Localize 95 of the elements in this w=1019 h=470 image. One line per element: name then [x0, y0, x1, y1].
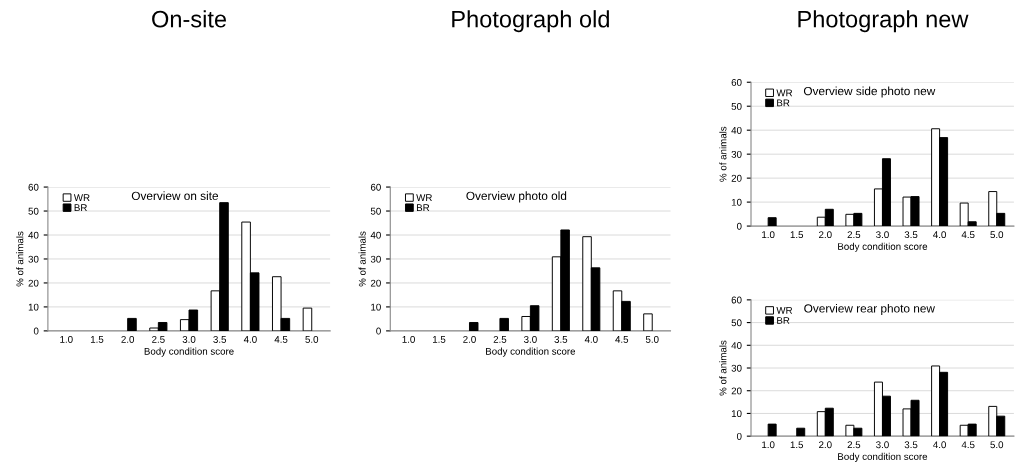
- x-tick-label: 5.0: [990, 231, 1004, 239]
- x-tick-label: 1.5: [433, 336, 446, 343]
- bar: [302, 307, 313, 331]
- y-tick-label: 50: [28, 207, 39, 215]
- y-tick-label: 0: [736, 222, 742, 230]
- y-tick-label: 20: [370, 279, 381, 287]
- x-tick-label: 2.5: [847, 231, 861, 239]
- x-tick-label: 4.0: [584, 336, 598, 343]
- legend-label: WR: [416, 194, 432, 201]
- x-tick-label: 1.0: [402, 336, 415, 343]
- x-tick-label: 1.0: [60, 336, 73, 343]
- y-axis-title: % of animals: [16, 231, 24, 287]
- y-tick-label: 0: [376, 327, 381, 335]
- x-tick-label: 3.5: [904, 441, 918, 449]
- x-tick-label: 4.0: [933, 231, 946, 239]
- legend-label: BR: [74, 204, 87, 212]
- y-tick-label: 40: [731, 126, 742, 134]
- x-axis-title: Body condition score: [838, 242, 928, 252]
- y-tick-label: 40: [731, 342, 742, 349]
- legend-label: BR: [777, 317, 790, 324]
- y-tick-label: 40: [370, 231, 381, 239]
- x-tick-label: 3.0: [876, 441, 889, 449]
- bar: [127, 317, 137, 331]
- chart-subtitle: On-site: [152, 10, 227, 28]
- x-axis-title: Body condition score: [838, 452, 928, 462]
- y-tick-label: 50: [731, 319, 742, 327]
- chart-title: Overview on site: [131, 191, 219, 201]
- y-tick-label: 30: [28, 255, 39, 263]
- x-tick-label: 3.0: [524, 336, 537, 343]
- legend-label: BR: [416, 204, 430, 212]
- y-tick-label: 60: [731, 78, 742, 86]
- legend-label: BR: [777, 99, 790, 107]
- bar: [796, 427, 806, 437]
- y-tick-label: 10: [731, 410, 742, 418]
- chart-title: Overview side photo new: [803, 86, 936, 98]
- bar: [643, 313, 653, 331]
- legend-label: WR: [776, 307, 793, 314]
- bar: [499, 317, 509, 331]
- y-tick-label: 20: [731, 174, 742, 182]
- y-tick-label: 10: [371, 303, 381, 311]
- y-axis-title: % of animals: [719, 340, 727, 396]
- y-tick-label: 60: [731, 296, 742, 304]
- x-tick-label: 4.5: [961, 441, 975, 449]
- x-tick-label: 5.0: [305, 336, 319, 343]
- x-tick-label: 4.5: [615, 336, 629, 343]
- legend-label: WR: [73, 194, 90, 201]
- bar: [767, 423, 777, 437]
- y-axis-title: % of animals: [719, 126, 727, 182]
- x-tick-label: 3.5: [213, 336, 227, 343]
- x-tick-label: 3.0: [182, 336, 196, 343]
- x-tick-label: 2.5: [847, 441, 861, 449]
- y-tick-label: 0: [736, 432, 742, 440]
- x-tick-label: 3.0: [876, 231, 889, 239]
- x-tick-label: 1.5: [90, 336, 104, 343]
- y-tick-label: 10: [731, 198, 742, 206]
- x-tick-label: 2.0: [121, 336, 135, 343]
- legend-label: WR: [776, 89, 793, 97]
- x-tick-label: 1.5: [790, 231, 804, 239]
- x-axis-title: Body condition score: [486, 347, 576, 357]
- x-tick-label: 4.0: [243, 336, 257, 343]
- chart-subtitle: Photograph new: [798, 10, 969, 33]
- x-tick-label: 3.5: [554, 336, 568, 343]
- bar: [767, 217, 777, 227]
- x-tick-label: 2.5: [493, 336, 507, 343]
- x-tick-label: 1.0: [762, 441, 775, 449]
- y-tick-label: 30: [370, 255, 381, 263]
- x-tick-label: 5.0: [645, 336, 659, 343]
- x-tick-label: 1.0: [762, 231, 775, 239]
- chart-title: Overview photo old: [466, 191, 567, 203]
- x-tick-label: 4.5: [961, 231, 975, 239]
- y-tick-label: 20: [731, 387, 742, 395]
- x-tick-label: 1.5: [790, 441, 804, 449]
- x-tick-label: 2.0: [463, 336, 476, 343]
- bar: [468, 322, 479, 331]
- y-tick-label: 30: [731, 364, 742, 372]
- y-tick-label: 60: [370, 183, 381, 191]
- x-tick-label: 4.0: [933, 441, 946, 449]
- y-tick-label: 50: [370, 207, 381, 215]
- y-tick-label: 10: [28, 303, 39, 311]
- y-tick-label: 20: [28, 279, 39, 287]
- chart-title: Overview rear photo new: [804, 303, 935, 315]
- x-tick-label: 2.0: [819, 441, 832, 449]
- y-tick-label: 40: [28, 231, 39, 239]
- x-tick-label: 2.5: [152, 336, 165, 343]
- chart-subtitle: Photograph old: [452, 10, 609, 33]
- x-axis-title: Body condition score: [144, 347, 234, 357]
- y-tick-label: 30: [731, 150, 742, 158]
- x-tick-label: 3.5: [904, 231, 918, 239]
- x-tick-label: 2.0: [819, 231, 832, 239]
- x-tick-label: 5.0: [990, 441, 1004, 449]
- y-tick-label: 50: [731, 102, 742, 110]
- y-axis-title: % of animals: [358, 231, 366, 287]
- y-tick-label: 0: [33, 327, 39, 335]
- x-tick-label: 4.5: [274, 336, 288, 343]
- y-tick-label: 60: [28, 183, 39, 191]
